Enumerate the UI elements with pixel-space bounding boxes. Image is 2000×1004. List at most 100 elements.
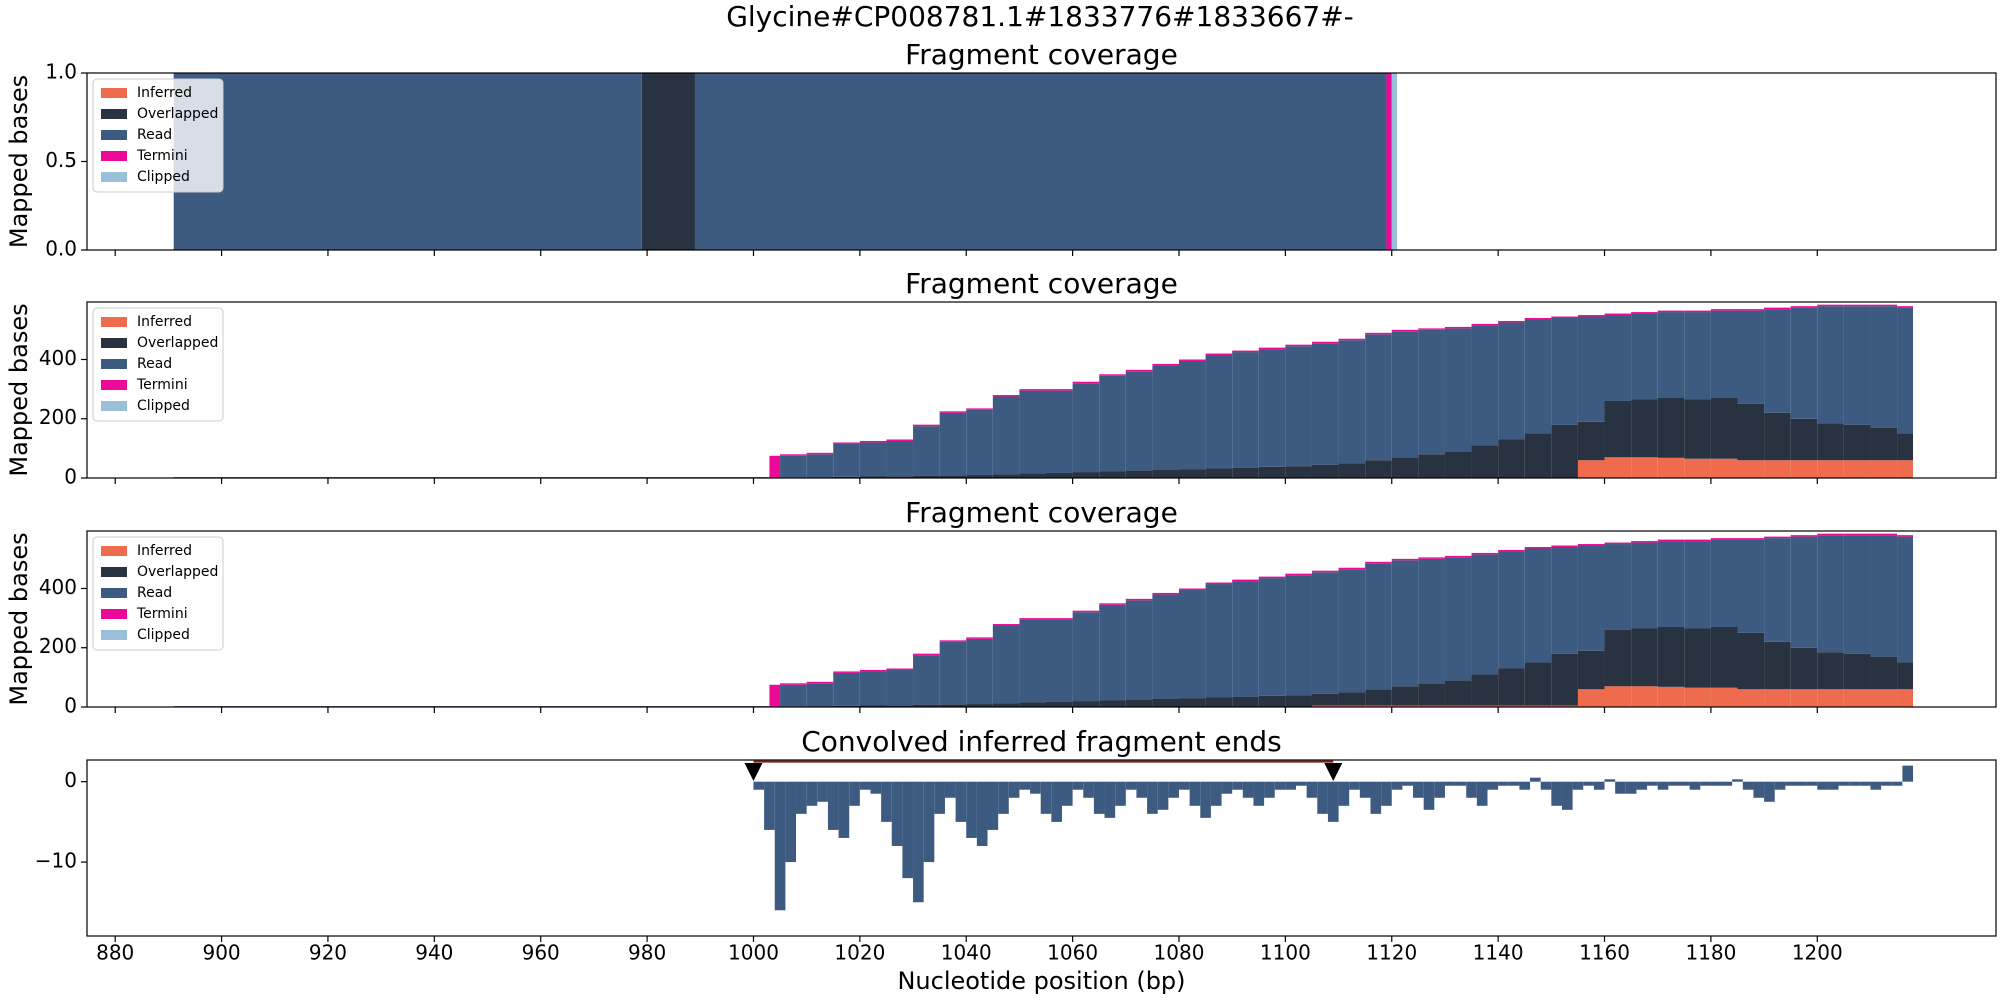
bar-segment [1498, 668, 1525, 706]
bar [1583, 781, 1594, 786]
y-tick-label: 400 [39, 575, 77, 599]
bar-segment [1684, 310, 1711, 313]
bar-segment [1205, 584, 1233, 698]
bar [1136, 781, 1148, 798]
bar-segment [1418, 558, 1445, 684]
bar-segment [1285, 466, 1312, 478]
bar-segment [1657, 686, 1685, 707]
bar-segment [886, 476, 914, 478]
legend-label: Termini [136, 148, 188, 164]
bar-segment [1232, 581, 1259, 697]
bar-segment [1843, 533, 1871, 536]
y-tick-label: 0 [64, 465, 77, 489]
bar-segment [1737, 309, 1765, 311]
bar [1030, 781, 1041, 794]
bar-segment [1710, 539, 1738, 627]
bar-segment [1498, 320, 1525, 323]
bar-segment [1737, 539, 1765, 633]
legend-swatch [101, 609, 127, 619]
bar-segment [1046, 390, 1073, 473]
bar [955, 781, 967, 822]
bar [1306, 781, 1318, 798]
x-tick-label: 1000 [728, 941, 779, 965]
bar [1774, 781, 1786, 790]
bar-segment [1870, 306, 1898, 428]
bar-segment [1657, 541, 1685, 627]
bar [1753, 781, 1765, 798]
legend-label: Overlapped [137, 335, 218, 351]
bar-segment [859, 440, 887, 443]
bar-segment [1737, 689, 1765, 707]
y-tick-label: −10 [35, 849, 77, 873]
legend-swatch [101, 109, 127, 119]
bar-segment [1178, 588, 1206, 590]
bar-segment [1577, 460, 1605, 478]
bar-segment [1764, 460, 1791, 478]
bar-segment [1843, 306, 1871, 425]
legend-label: Read [137, 356, 172, 372]
bar-segment [1897, 689, 1914, 707]
bar-segment [1684, 458, 1711, 478]
bar [1104, 781, 1116, 818]
bar-segment [859, 476, 887, 478]
x-tick-label: 1200 [1792, 941, 1843, 965]
bar-segment [1072, 612, 1100, 702]
bar-segment [1285, 695, 1312, 707]
bar-segment [1897, 306, 1914, 308]
bar-segment [1657, 312, 1685, 398]
bar-segment [1498, 705, 1525, 707]
bar-segment [1684, 628, 1711, 688]
bar-segment [1099, 374, 1126, 376]
bar [1530, 777, 1541, 782]
legend-label: Inferred [137, 543, 192, 559]
bar-segment [1338, 338, 1366, 341]
legend-swatch [101, 88, 127, 98]
bar-segment [1444, 680, 1472, 706]
x-tick-label: 900 [202, 941, 240, 965]
bar [1764, 781, 1775, 802]
bar-segment [1178, 698, 1206, 707]
bar-segment [1843, 460, 1871, 478]
bar-segment [1072, 701, 1100, 707]
bar-segment [1710, 538, 1738, 540]
bar [1678, 781, 1690, 786]
bar-segment [913, 424, 940, 427]
bar-segment [1444, 557, 1472, 681]
bar-segment [1125, 598, 1153, 601]
bar [1349, 781, 1360, 790]
legend-label: Clipped [137, 398, 190, 414]
bar-segment [1046, 701, 1073, 707]
bar-segment [1604, 400, 1632, 458]
bar-segment [1604, 315, 1632, 401]
bar [1264, 781, 1275, 798]
bar [1593, 781, 1605, 790]
bar-segment [966, 704, 993, 707]
legend: Inferred Overlapped Read Termini Clipped [92, 78, 224, 193]
bar [1115, 781, 1126, 806]
bar [1285, 781, 1297, 790]
bar-segment [1285, 344, 1312, 347]
bar-segment [1072, 381, 1100, 384]
bar-segment [769, 455, 781, 478]
bar-segment [780, 454, 807, 456]
bar [1232, 781, 1243, 790]
bar-segment [1391, 457, 1419, 478]
bar [1540, 781, 1552, 790]
bar [849, 781, 860, 806]
legend-swatch [101, 317, 127, 327]
panel-title: Fragment coverage [905, 267, 1178, 300]
bar-segment [1285, 575, 1312, 696]
bar [976, 781, 988, 846]
bar-segment [1790, 647, 1818, 690]
bar [870, 781, 882, 794]
bar [1434, 781, 1445, 798]
bar [913, 781, 924, 903]
bar-segment [966, 475, 993, 478]
bar-segment [913, 426, 940, 476]
bar-segment [1444, 451, 1472, 478]
x-axis-label: Nucleotide position (bp) [897, 967, 1185, 995]
bar [1423, 781, 1435, 810]
bar [1093, 781, 1105, 814]
bar-segment [1338, 340, 1366, 464]
bar-segment [1471, 323, 1499, 326]
